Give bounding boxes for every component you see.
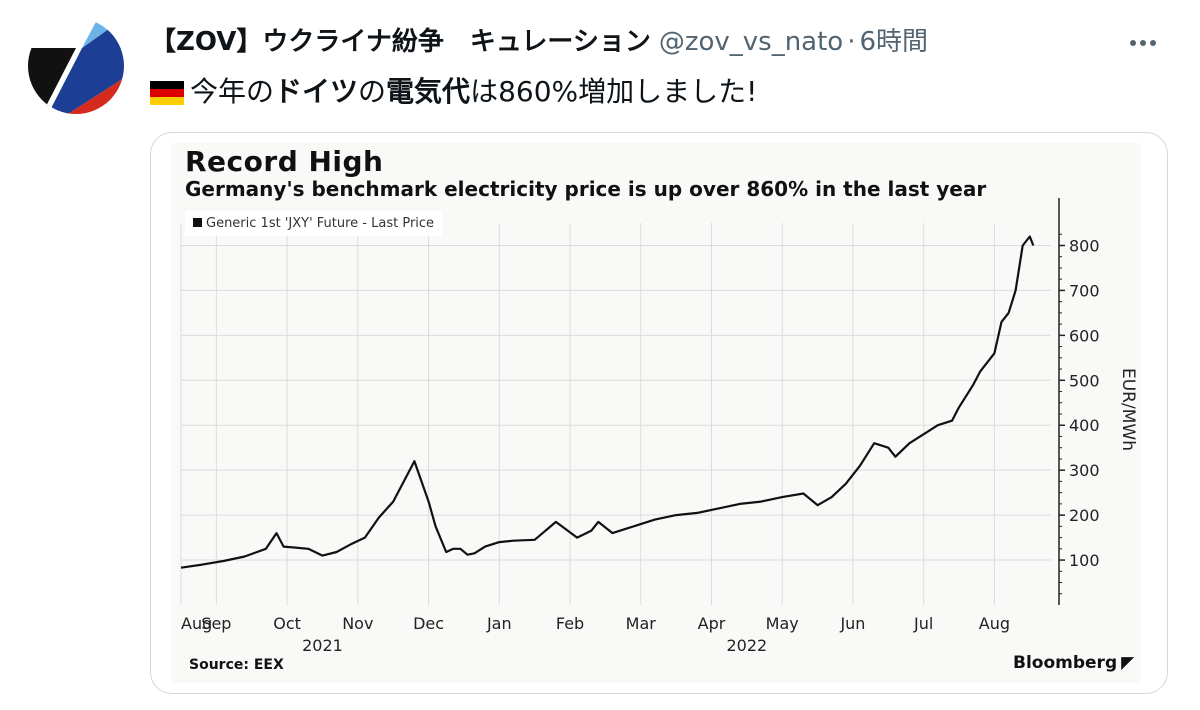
y-tick-label-7: 800: [1069, 236, 1100, 255]
x-tick-label-0: Aug: [181, 614, 212, 633]
chart-source: Source: EEX: [189, 657, 284, 673]
avatar-image: [28, 18, 124, 114]
germany-flag-icon: [150, 81, 184, 105]
text-part-1: 今年の: [190, 75, 275, 108]
tweet-media-image[interactable]: 100 200 300 400 500 600 700 800 EUR/MWh Aug Sep Oct…: [150, 132, 1168, 694]
y-tick-label-3: 400: [1069, 416, 1100, 435]
x-tick-label-3: Nov: [342, 614, 373, 633]
y-tick-label-5: 600: [1069, 326, 1100, 345]
chart-legend: Generic 1st 'JXY' Future - Last Price: [185, 211, 443, 236]
x-tick-label-4: Dec: [413, 614, 444, 633]
brand-name: Bloomberg: [1013, 653, 1118, 673]
text-part-5: は860%増加しました!: [470, 75, 758, 108]
tweet-header: 【ZOV】ウクライナ紛争 キュレーション @zov_vs_nato · 6時間: [150, 24, 928, 60]
x-tick-label-2: Oct: [273, 614, 301, 633]
text-part-3: の: [358, 75, 387, 108]
x-tick-label-7: Mar: [626, 614, 657, 633]
x-tick-label-12: Aug: [979, 614, 1010, 633]
x-tick-label-10: Jun: [839, 614, 865, 633]
y-tick-label-4: 500: [1069, 371, 1100, 390]
y-axis-label: EUR/MWh: [1118, 368, 1138, 451]
separator: ·: [847, 27, 856, 57]
x-tick-label-11: Jul: [913, 614, 933, 633]
y-tick-label-6: 700: [1069, 281, 1100, 300]
author-handle[interactable]: @zov_vs_nato: [658, 27, 844, 57]
chart-brand: Bloomberg ◤: [1013, 653, 1134, 673]
y-tick-label-1: 200: [1069, 506, 1100, 525]
x-tick-label-9: May: [766, 614, 799, 633]
text-part-electricity: 電気代: [386, 75, 471, 108]
x-tick-label-8: Apr: [698, 614, 726, 633]
author-avatar[interactable]: [28, 18, 124, 114]
series-line-0: [180, 235, 1035, 569]
x-tick-label-6: Feb: [556, 614, 584, 633]
author-name[interactable]: 【ZOV】ウクライナ紛争 キュレーション: [150, 27, 651, 57]
x-tick-label-1: Sep: [201, 614, 231, 633]
chart: 100 200 300 400 500 600 700 800 EUR/MWh Aug Sep Oct…: [171, 143, 1141, 683]
x-tick-label-5: Jan: [486, 614, 512, 633]
y-tick-label-0: 100: [1069, 551, 1100, 570]
chart-subtitle: Germany's benchmark electricity price is…: [185, 177, 987, 201]
legend-swatch: [193, 218, 202, 227]
bloomberg-logo-icon: ◤: [1121, 653, 1135, 673]
text-part-germany: ドイツ: [274, 75, 359, 108]
chart-title: Record High: [185, 145, 384, 178]
tweet-time[interactable]: 6時間: [859, 27, 929, 57]
year-label-1: 2022: [726, 636, 767, 655]
y-tick-label-2: 300: [1069, 461, 1100, 480]
more-horizontal-icon[interactable]: [1126, 26, 1160, 60]
tweet-text: 今年のドイツの電気代は860%増加しました!: [150, 72, 757, 112]
legend-label: Generic 1st 'JXY' Future - Last Price: [206, 216, 435, 231]
year-label-0: 2021: [302, 636, 343, 655]
